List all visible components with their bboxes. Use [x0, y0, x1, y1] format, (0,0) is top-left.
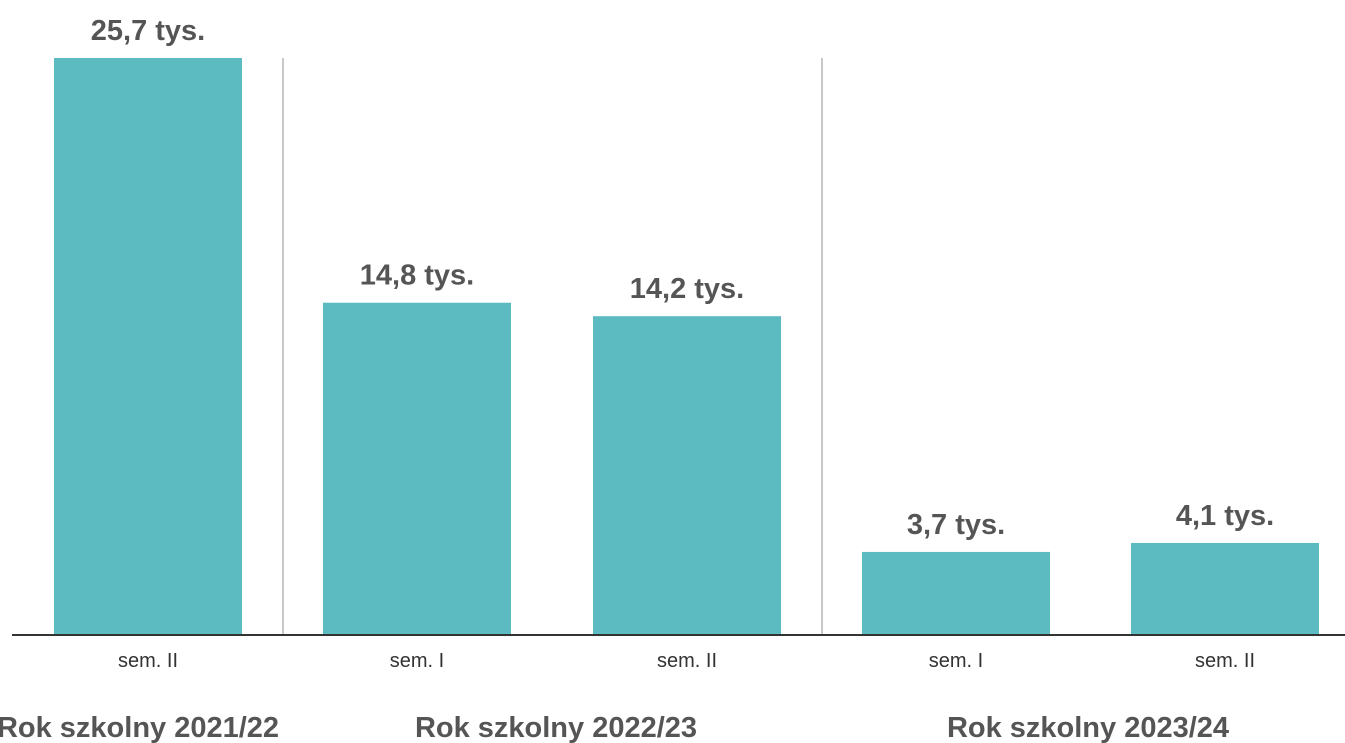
value-label-3: 3,7 tys. — [907, 509, 1005, 541]
bars — [54, 58, 1319, 635]
value-labels: 25,7 tys. 14,8 tys. 14,2 tys. 3,7 tys. 4,1 t… — [91, 15, 1274, 541]
group-separators — [282, 58, 823, 635]
value-label-4: 4,1 tys. — [1176, 500, 1274, 532]
x-tick-labels: sem. II sem. I sem. II sem. I sem. II — [118, 650, 1255, 672]
bar-4 — [1131, 542, 1319, 635]
bar-1 — [323, 302, 511, 635]
tick-label-1: sem. I — [390, 650, 444, 672]
bar-3 — [862, 551, 1050, 635]
value-label-2: 14,2 tys. — [630, 273, 744, 305]
bar-2 — [593, 316, 781, 635]
group-label-2: Rok szkolny 2023/24 — [947, 712, 1229, 743]
tick-label-3: sem. I — [929, 650, 983, 672]
tick-label-2: sem. II — [657, 650, 717, 672]
value-label-1: 14,8 tys. — [360, 260, 474, 292]
group-label-1: Rok szkolny 2022/23 — [415, 712, 697, 743]
tick-label-4: sem. II — [1195, 650, 1255, 672]
group-labels: Rok szkolny 2021/22 Rok szkolny 2022/23 Ro… — [0, 712, 1229, 743]
group-label-0: Rok szkolny 2021/22 — [0, 712, 279, 743]
tick-label-0: sem. II — [118, 650, 178, 672]
value-label-0: 25,7 tys. — [91, 15, 205, 47]
bar-0 — [54, 58, 242, 635]
